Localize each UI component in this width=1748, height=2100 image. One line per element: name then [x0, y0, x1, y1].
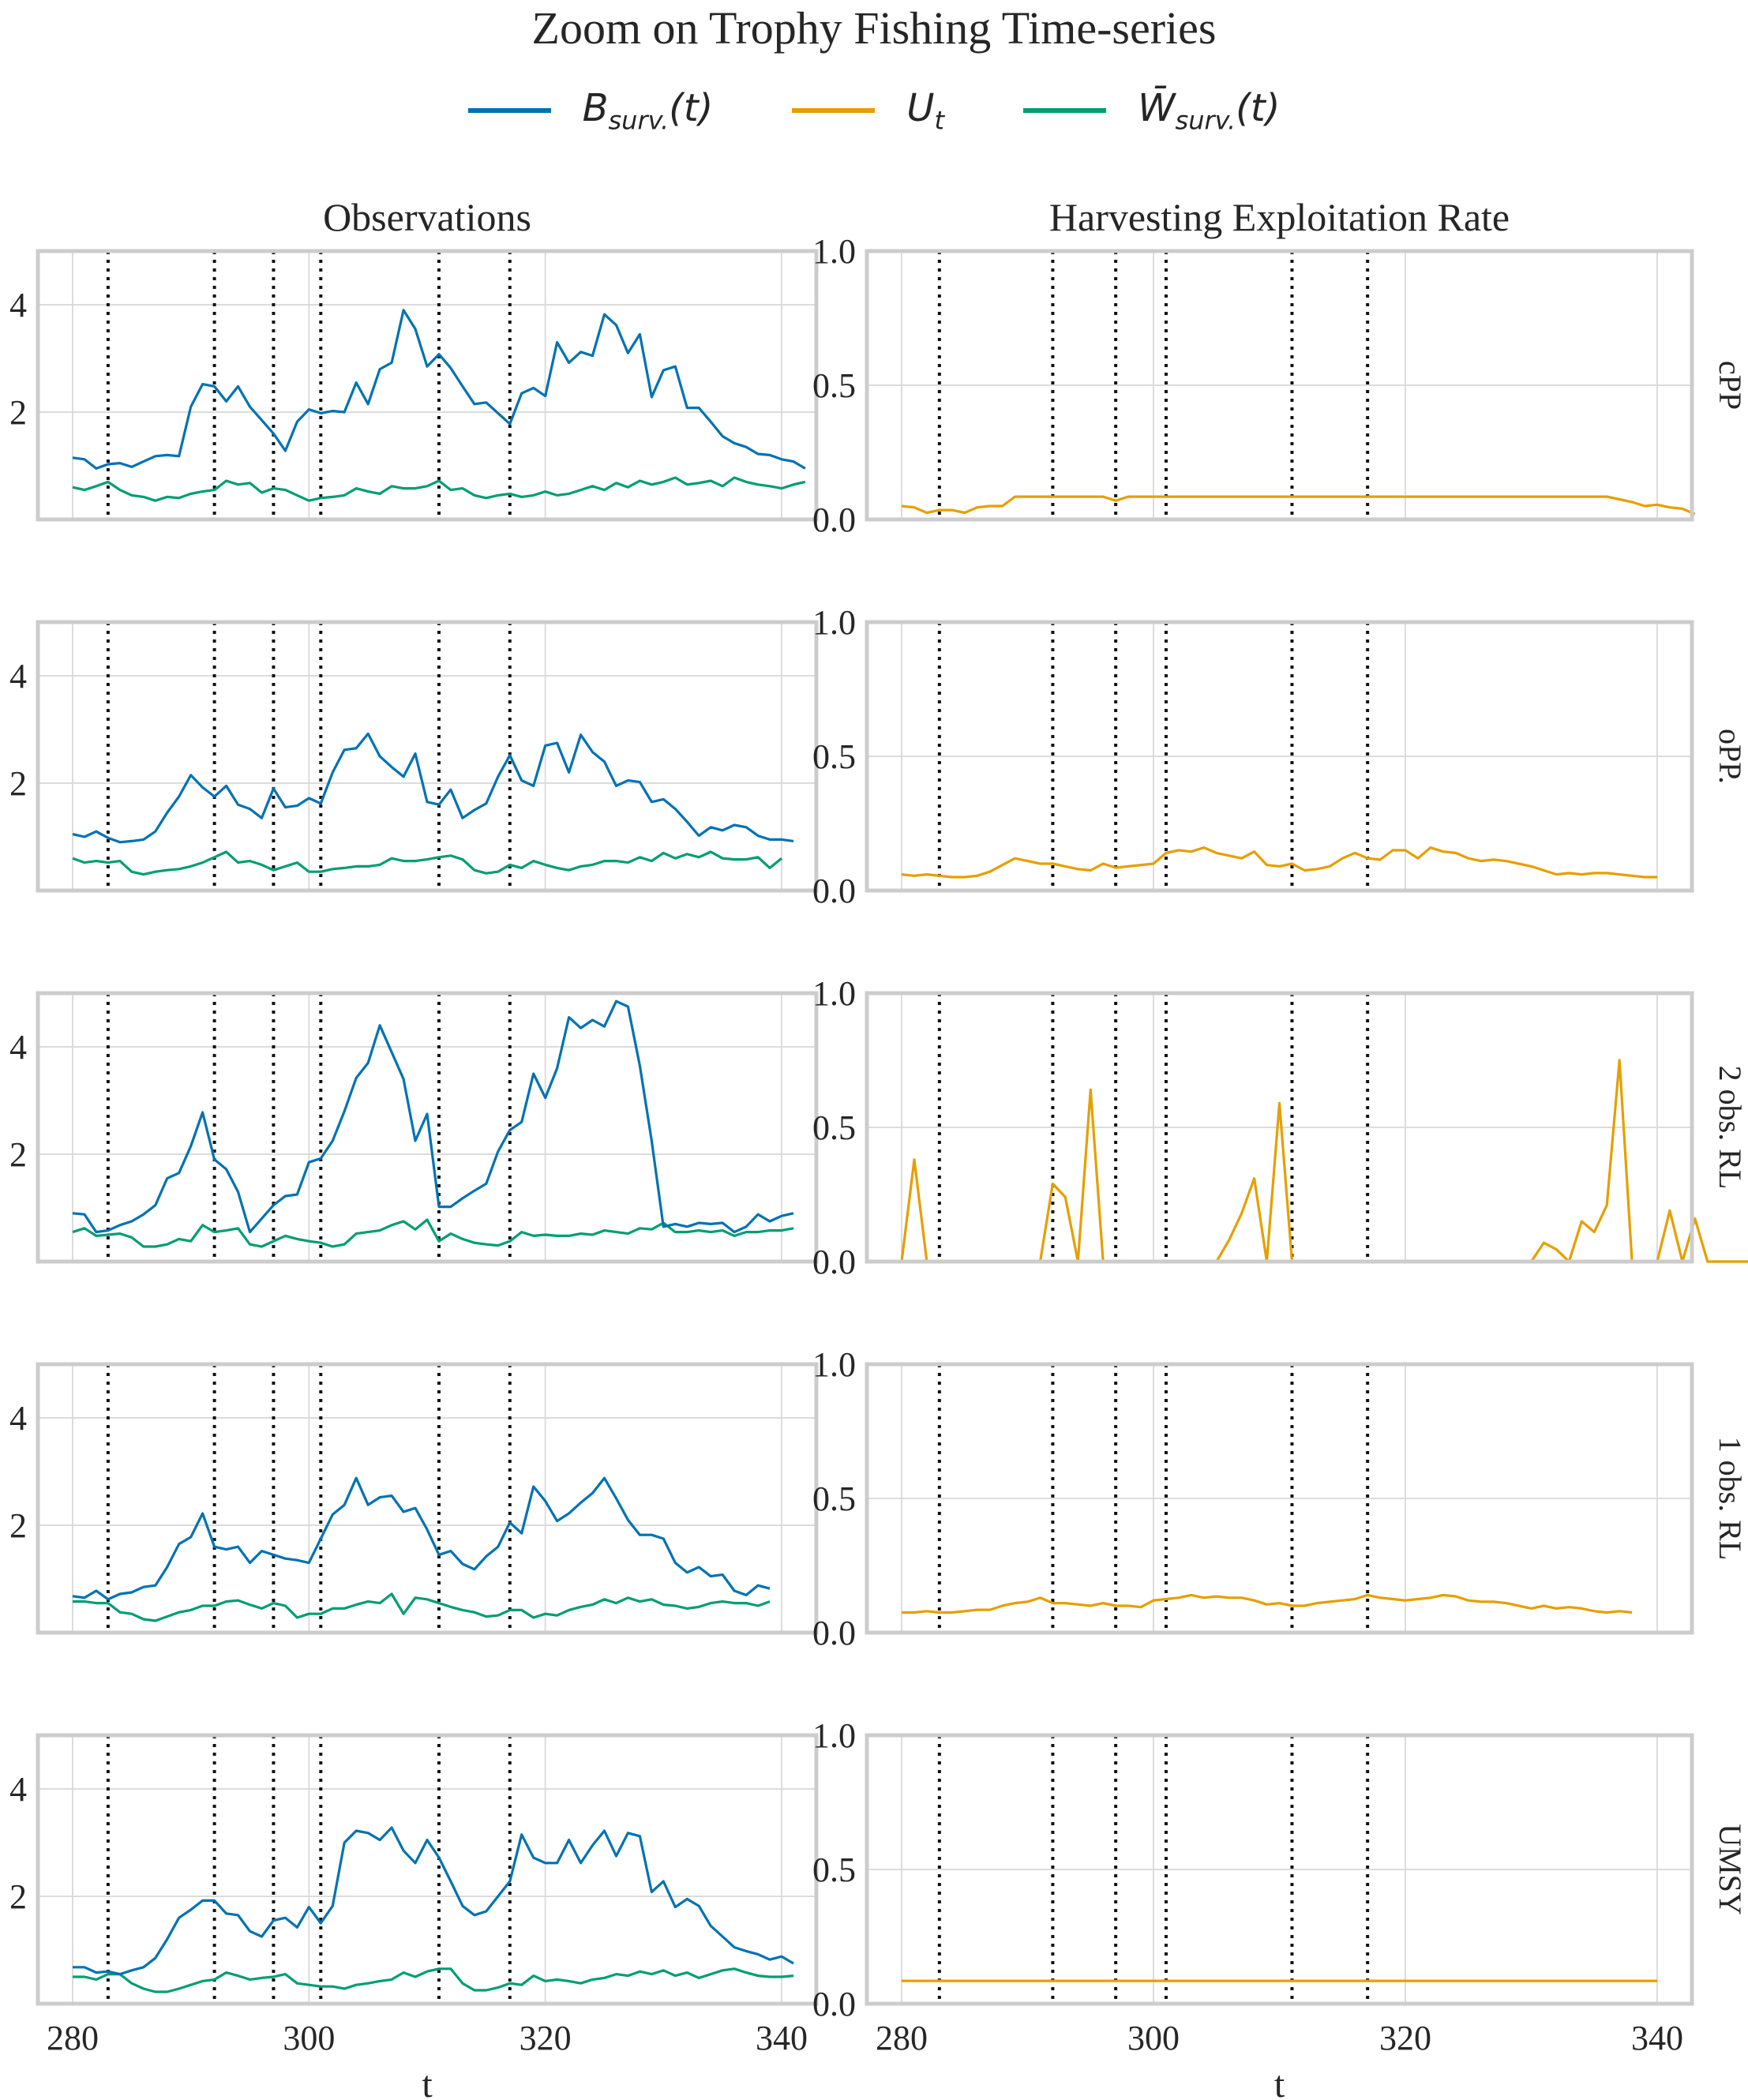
- panel-2-obs-rl-rate-ytick-label: 0.5: [812, 1108, 856, 1147]
- panel-umsy-obs-xtick-label: 340: [756, 2019, 808, 2057]
- panel-umsy-rate-xtick-label: 280: [876, 2019, 928, 2057]
- panel-opp--obs-ytick-label: 2: [9, 764, 27, 803]
- panel-opp--rate-ytick-label: 0.0: [812, 872, 856, 910]
- legend-label-2: W̄surv.(t): [1138, 86, 1280, 136]
- legend-label-sub: t: [934, 105, 945, 136]
- panel-2-obs-rl-obs-ytick-label: 4: [9, 1028, 27, 1067]
- panel-1-obs-rl-rate-ytick-label: 0.5: [812, 1479, 856, 1518]
- panel-umsy-obs-xtick-label: 280: [47, 2019, 99, 2057]
- panel-opp--rate-ytick-label: 0.5: [812, 737, 856, 776]
- x-axis-title: t: [1274, 2064, 1285, 2100]
- panel-opp--obs-series-b-surv: [72, 732, 794, 844]
- panel-1-obs-rl-rate-ytick-label: 0.0: [812, 1614, 856, 1652]
- column-title-exploitation-rate: Harvesting Exploitation Rate: [1048, 195, 1510, 239]
- panel-2-obs-rl-rate-frame: [865, 991, 1694, 1264]
- chart-title: Zoom on Trophy Fishing Time-series: [531, 2, 1217, 54]
- panel-1-obs-rl-obs-frame: [36, 1362, 819, 1635]
- legend-label-sub: surv.: [608, 105, 670, 136]
- panel-cpp-rate-frame: [865, 249, 1694, 522]
- legend-label-sub: surv.: [1175, 105, 1236, 136]
- row-label-2: 2 obs. RL: [1712, 1066, 1748, 1190]
- legend-swatch-1: [792, 108, 876, 113]
- legend-swatch-0: [467, 108, 551, 113]
- legend-label-tail: (t): [1236, 85, 1281, 130]
- panel-cpp-obs-ytick-label: 2: [9, 393, 27, 432]
- panel-cpp-obs-ytick-label: 4: [9, 286, 27, 324]
- panel-umsy-obs-series-w-surv: [73, 1967, 794, 1993]
- panel-2-obs-rl-obs-series-b-surv: [72, 999, 794, 1234]
- panel-1-obs-rl-obs-series-b-surv: [72, 1476, 771, 1601]
- panel-cpp-rate-ytick-label: 0.0: [812, 501, 856, 539]
- legend-label-base: W̄: [1138, 85, 1176, 130]
- panel-1-obs-rl-rate-ytick-label: 1.0: [812, 1345, 856, 1384]
- legend-label-base: B: [582, 85, 609, 130]
- panel-2-obs-rl-rate-ytick-label: 1.0: [812, 974, 856, 1013]
- legend-label-base: U: [906, 85, 935, 130]
- panel-cpp-rate-series-u: [901, 495, 1696, 516]
- panel-1-obs-rl-obs-series-w-surv: [73, 1592, 771, 1622]
- row-label-3: 1 obs. RL: [1712, 1437, 1748, 1561]
- legend-label-tail: (t): [669, 85, 714, 130]
- panel-opp--obs-series-w-surv: [72, 850, 783, 876]
- panel-2-obs-rl-rate-ytick-label: 0.0: [812, 1243, 856, 1281]
- legend-item-2: W̄surv.(t): [1023, 86, 1280, 136]
- panel-1-obs-rl-obs-ytick-label: 2: [9, 1506, 27, 1545]
- legend-swatch-2: [1023, 108, 1107, 113]
- legend-label-0: Bsurv.(t): [583, 86, 714, 136]
- legend-item-0: Bsurv.(t): [467, 86, 714, 136]
- row-label-4: UMSY: [1712, 1824, 1748, 1915]
- legend: Bsurv.(t) Ut W̄surv.(t): [0, 79, 1748, 142]
- panel-opp--rate-frame: [865, 620, 1694, 893]
- panel-umsy-rate-ytick-label: 0.5: [812, 1851, 856, 1889]
- panel-umsy-obs-xtick-label: 300: [283, 2019, 335, 2057]
- x-axis-title: t: [422, 2064, 433, 2100]
- panel-umsy-rate-xtick-label: 340: [1631, 2019, 1683, 2057]
- panel-cpp-rate-ytick-label: 0.5: [812, 366, 856, 405]
- panel-umsy-rate-ytick-label: 1.0: [812, 1716, 856, 1755]
- legend-label-1: Ut: [906, 86, 944, 136]
- panel-1-obs-rl-rate-series-u: [902, 1593, 1633, 1614]
- panel-cpp-obs-series-b-surv: [72, 309, 806, 471]
- panel-1-obs-rl-rate-frame: [865, 1362, 1694, 1635]
- panel-opp--obs-frame: [36, 620, 819, 893]
- panel-2-obs-rl-obs-series-w-surv: [72, 1218, 794, 1248]
- panel-2-obs-rl-obs-frame: [36, 991, 819, 1264]
- panel-umsy-obs-frame: [36, 1733, 819, 2006]
- panel-umsy-rate-ytick-label: 0.0: [812, 1985, 856, 2023]
- panel-2-obs-rl-rate-series-u: [900, 1059, 1748, 1263]
- panel-umsy-rate-xtick-label: 300: [1127, 2019, 1180, 2057]
- panel-umsy-obs-series-b-surv: [73, 1826, 794, 1976]
- panel-opp--rate-ytick-label: 1.0: [812, 603, 856, 642]
- panel-opp--rate-series-u: [901, 846, 1657, 879]
- panel-umsy-obs-ytick-label: 2: [9, 1877, 27, 1916]
- panel-cpp-rate-ytick-label: 1.0: [812, 232, 856, 271]
- panel-cpp-obs-series-w-surv: [72, 476, 806, 502]
- row-label-1: oPP.: [1712, 729, 1748, 784]
- panel-umsy-obs-ytick-label: 4: [9, 1770, 27, 1809]
- panel-umsy-rate-xtick-label: 320: [1379, 2019, 1431, 2057]
- column-title-observations: Observations: [323, 195, 531, 239]
- panel-cpp-obs-frame: [36, 249, 819, 522]
- panel-opp--obs-ytick-label: 4: [9, 657, 27, 696]
- row-label-0: cPP: [1712, 361, 1748, 410]
- panel-umsy-obs-xtick-label: 320: [520, 2019, 572, 2057]
- panel-umsy-rate-frame: [865, 1733, 1694, 2006]
- legend-item-1: Ut: [792, 86, 944, 136]
- panel-2-obs-rl-obs-ytick-label: 2: [9, 1135, 27, 1174]
- panel-1-obs-rl-obs-ytick-label: 4: [9, 1399, 27, 1438]
